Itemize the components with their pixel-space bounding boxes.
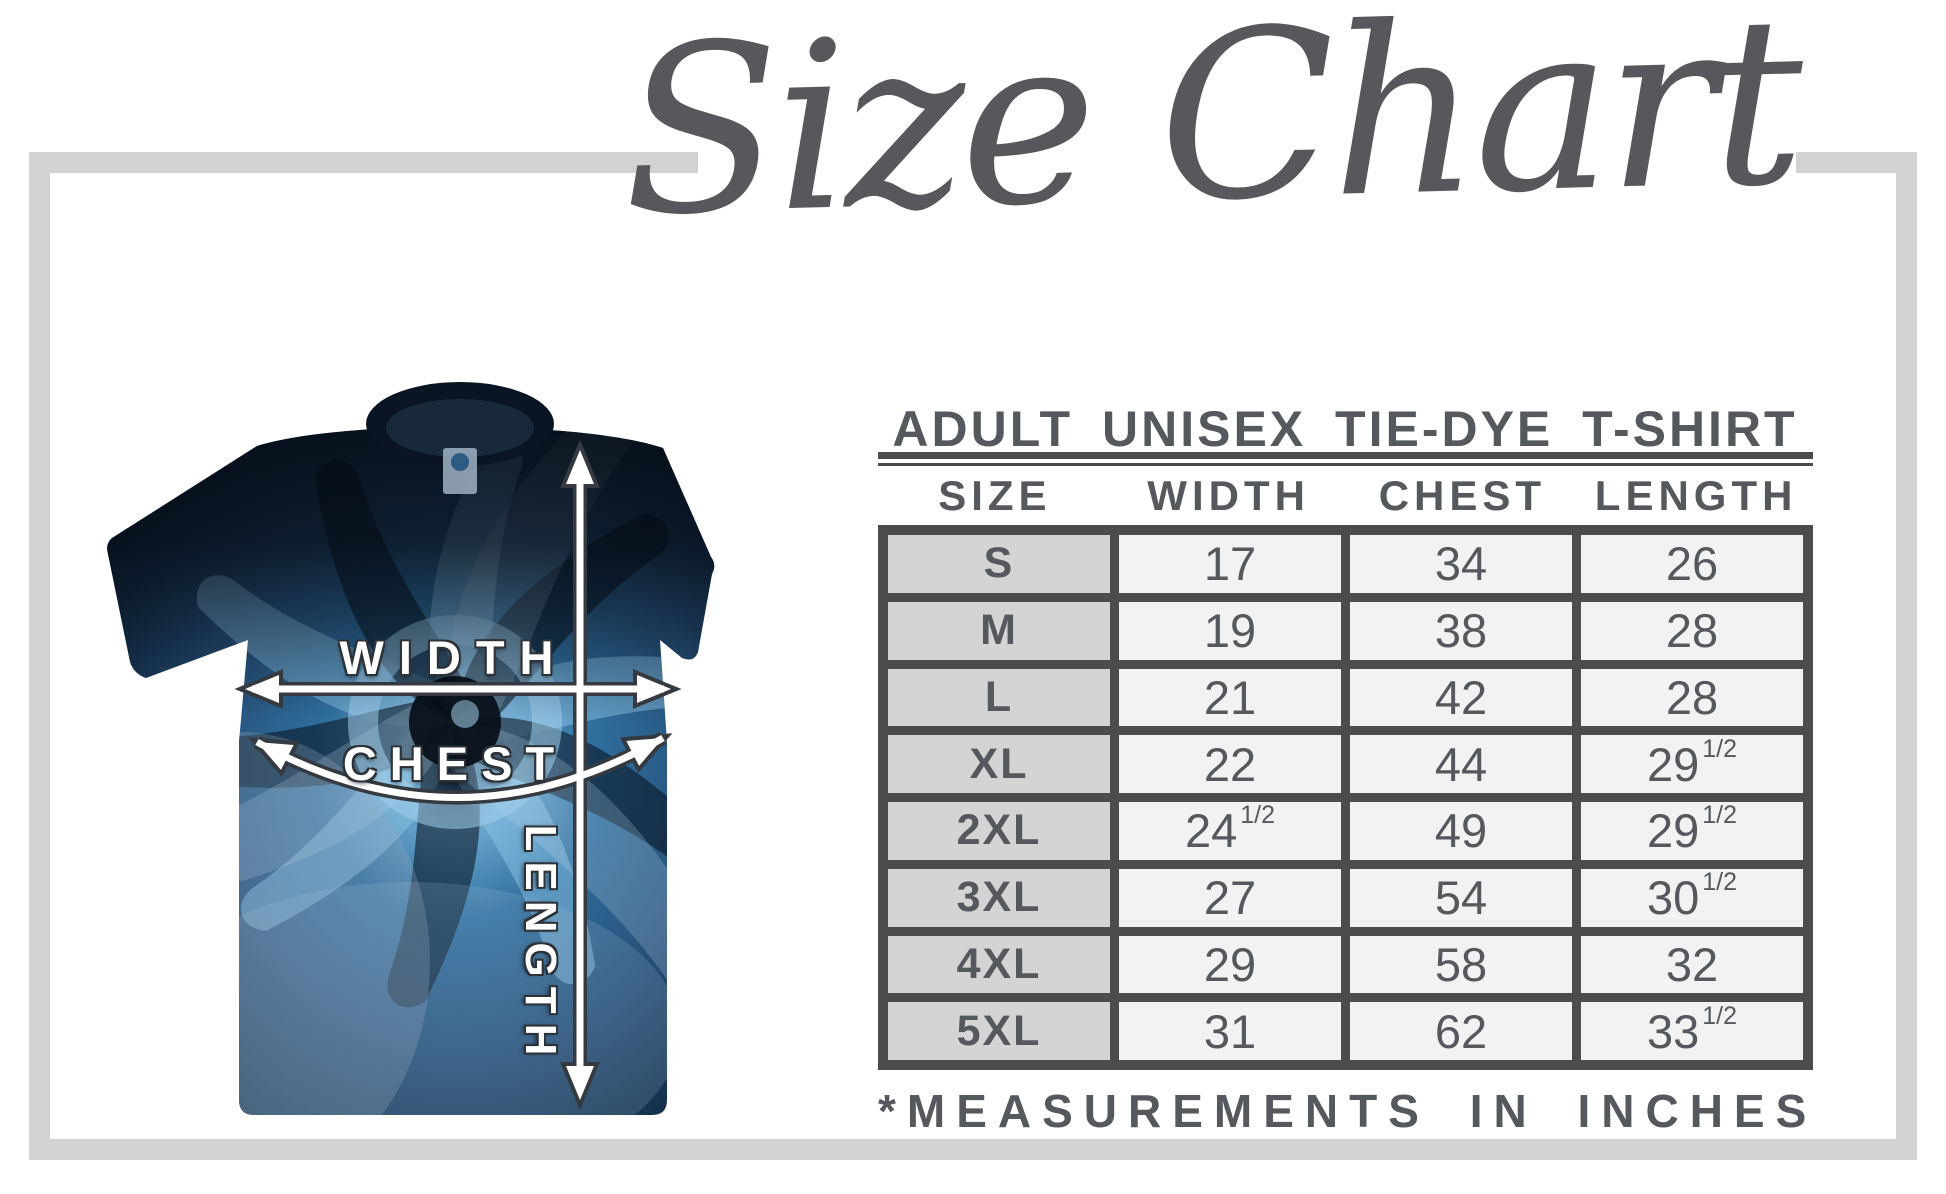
length-value-cell: 32 (1581, 935, 1803, 994)
width-value-cell: 21 (1119, 668, 1341, 727)
size-table: S 17 34 26 M 19 38 28 L 21 42 28 XL 22 44 29 1/2 2XL 24 1/2… (878, 525, 1813, 1070)
chest-value-cell: 58 (1350, 935, 1572, 994)
width-value-cell: 31 (1119, 1002, 1341, 1060)
size-chart-title: Size Chart (618, 0, 1802, 268)
width-label: WIDTH (339, 631, 569, 684)
chest-value-cell: 49 (1350, 802, 1572, 860)
column-header-chest: CHEST (1378, 472, 1547, 519)
width-value-cell: 29 (1119, 935, 1341, 994)
length-value-cell: 28 (1581, 668, 1803, 727)
length-value-cell: 33 1/2 (1581, 1002, 1803, 1060)
tshirt-photo: WIDTH CHEST LENGTH (100, 322, 715, 1132)
length-value-cell: 29 1/2 (1581, 735, 1803, 793)
length-value-cell: 29 1/2 (1581, 801, 1803, 860)
collar (366, 382, 554, 494)
width-value-cell: 27 (1119, 868, 1341, 927)
heading-underline (878, 452, 1813, 466)
length-value-cell: 26 (1581, 535, 1803, 593)
column-header-length: LENGTH (1594, 472, 1798, 519)
length-value-cell: 30 1/2 (1581, 868, 1803, 927)
chest-arrow (255, 734, 665, 801)
size-cell: 4XL (888, 935, 1110, 994)
size-cell: S (888, 535, 1110, 593)
chest-value-cell: 62 (1350, 1002, 1572, 1060)
column-header-size: SIZE (938, 472, 1052, 519)
column-header-width: WIDTH (1147, 472, 1310, 519)
size-cell: L (888, 668, 1110, 727)
chest-value-cell: 44 (1350, 735, 1572, 793)
length-value-cell: 28 (1581, 601, 1803, 660)
width-value-cell: 24 1/2 (1119, 801, 1341, 860)
measurement-arrows (245, 450, 671, 1100)
size-cell: 2XL (888, 802, 1110, 860)
size-cell: 3XL (888, 868, 1110, 927)
length-label: LENGTH (516, 824, 565, 1066)
table-heading: ADULT UNISEX TIE-DYE T-SHIRT (892, 401, 1798, 457)
size-cell: 5XL (888, 1002, 1110, 1060)
chest-value-cell: 34 (1350, 535, 1572, 593)
width-value-cell: 22 (1119, 735, 1341, 793)
width-value-cell: 17 (1119, 535, 1341, 593)
frame-title-gap (698, 148, 1796, 178)
size-cell: XL (888, 735, 1110, 793)
size-cell: M (888, 601, 1110, 660)
table-footnote: *MEASUREMENTS IN INCHES (878, 1085, 1818, 1137)
chest-value-cell: 38 (1350, 601, 1572, 660)
tee-shape (107, 382, 715, 1116)
tshirt-graphic (107, 382, 715, 1116)
width-value-cell: 19 (1119, 601, 1341, 660)
chest-label: CHEST (342, 737, 568, 790)
table-column-headers: SIZE WIDTH CHEST LENGTH (878, 472, 1813, 520)
chest-value-cell: 54 (1350, 868, 1572, 927)
chest-value-cell: 42 (1350, 668, 1572, 727)
